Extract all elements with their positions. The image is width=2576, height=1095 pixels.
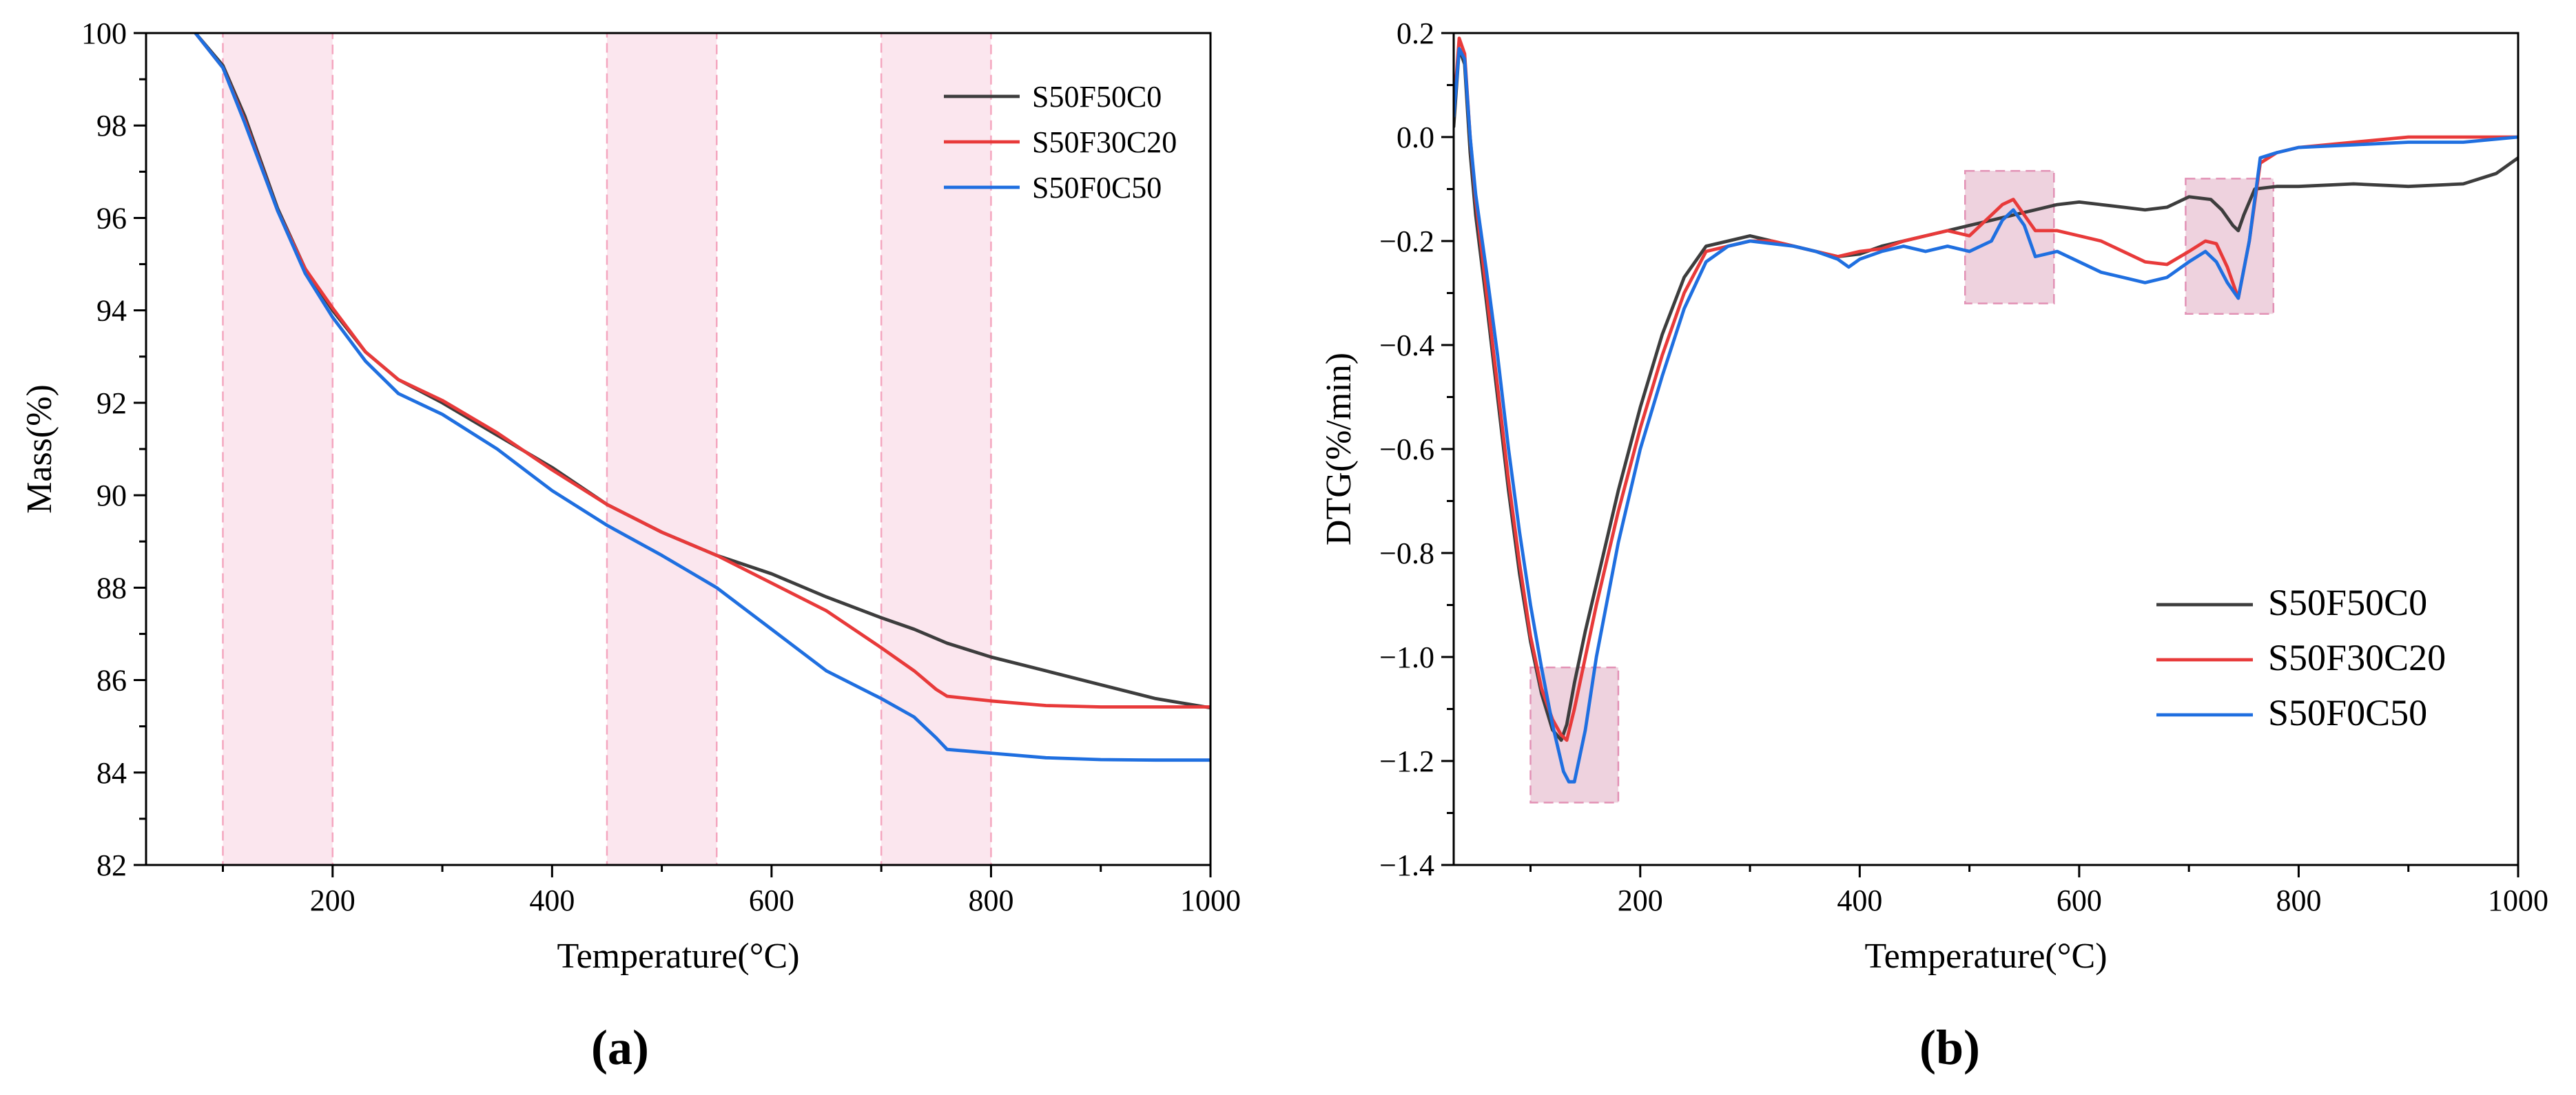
panel-a-legend-label: S50F50C0	[1032, 80, 1162, 114]
panel-a-tg-chart: 200 400 600 800 1000 82 84 86 88 90 92 94 96 98 100 S5…	[20, 17, 1241, 1075]
panel-b-ticks: 200 400 600 800 1000 −1.4 −1.2 −1.0 −0.8 −0.6 −0.4…	[1379, 17, 2548, 917]
panel-b-highlight-layer	[1529, 169, 2275, 804]
panel-a-x-tick-label: 600	[749, 884, 794, 917]
panel-b-dtg-chart: 200 400 600 800 1000 −1.4 −1.2 −1.0 −0.8 −0.6 −0.4…	[1319, 17, 2548, 1075]
panel-b-x-tick-label: 1000	[2488, 884, 2548, 917]
panel-b-x-tick-label: 600	[2057, 884, 2102, 917]
panel-b-y-tick-label: −1.2	[1379, 744, 1434, 778]
panel-a-x-tick-label: 200	[310, 884, 356, 917]
panel-a-x-axis-title: Temperature(°C)	[557, 937, 799, 976]
panel-b-y-tick-label: −0.2	[1379, 225, 1434, 258]
panel-b-label: (b)	[1919, 1020, 1980, 1075]
panel-a-y-tick-label: 82	[96, 848, 127, 882]
panel-b-y-tick-label: 0.2	[1397, 17, 1434, 50]
panel-a-y-axis-title: Mass(%)	[20, 384, 59, 514]
panel-a-legend-label: S50F0C50	[1032, 171, 1162, 205]
panel-a-ticks: 200 400 600 800 1000 82 84 86 88 90 92 94 96 98 100	[81, 17, 1241, 917]
panel-b-x-tick-label: 400	[1837, 884, 1882, 917]
panel-a-y-tick-label: 94	[96, 294, 127, 328]
panel-b-y-tick-label: −0.6	[1379, 432, 1434, 466]
panel-a-y-tick-label: 88	[96, 571, 127, 605]
panel-b-legend-label: S50F50C0	[2268, 582, 2427, 623]
panel-a-y-tick-label: 90	[96, 479, 127, 512]
panel-b-x-tick-label: 800	[2276, 884, 2321, 917]
panel-b-y-tick-label: −1.4	[1379, 848, 1434, 882]
panel-a-y-tick-label: 96	[96, 201, 127, 235]
panel-a-x-tick-label: 800	[968, 884, 1013, 917]
panel-a-highlight-band-0	[222, 32, 334, 866]
panel-a-series-S50F0C50	[194, 33, 1210, 762]
panel-b-x-tick-label: 200	[1618, 884, 1663, 917]
panel-a-y-tick-label: 84	[96, 756, 127, 790]
panel-b-legend-label: S50F0C50	[2268, 692, 2427, 733]
panel-a-y-tick-label: 92	[96, 386, 127, 420]
panel-a-x-tick-label: 400	[529, 884, 575, 917]
panel-b-series-S50F30C20	[1454, 36, 2518, 742]
panel-a-y-tick-label: 86	[96, 664, 127, 698]
panel-a-series-layer	[194, 33, 1210, 762]
panel-b-y-tick-label: −0.8	[1379, 536, 1434, 570]
panel-b-y-tick-label: 0.0	[1397, 121, 1434, 154]
panel-a-y-tick-label: 100	[81, 17, 127, 50]
panel-a-label: (a)	[591, 1020, 649, 1075]
panel-a-y-tick-label: 98	[96, 109, 127, 143]
panel-b-highlight-box-1	[1964, 169, 2055, 304]
panel-a-highlight-layer	[222, 32, 992, 866]
panel-b-x-axis-title: Temperature(°C)	[1864, 937, 2107, 976]
panel-b-y-tick-label: −1.0	[1379, 640, 1434, 674]
panel-b-legend: S50F50C0 S50F30C20 S50F0C50	[2156, 582, 2446, 733]
panel-a-x-tick-label: 1000	[1180, 884, 1241, 917]
panel-b-y-tick-label: −0.4	[1379, 328, 1434, 362]
panel-a-series-S50F30C20	[194, 33, 1210, 709]
panel-b-series-S50F0C50	[1454, 47, 2518, 784]
panel-b-legend-label: S50F30C20	[2268, 637, 2446, 678]
panel-b-y-axis-title: DTG(%/min)	[1319, 353, 1359, 545]
panel-a-highlight-band-1	[606, 32, 718, 866]
panel-a-legend: S50F50C0 S50F30C20 S50F0C50	[944, 80, 1177, 205]
panel-b-series-layer	[1454, 36, 2518, 784]
panel-a-legend-label: S50F30C20	[1032, 125, 1177, 159]
